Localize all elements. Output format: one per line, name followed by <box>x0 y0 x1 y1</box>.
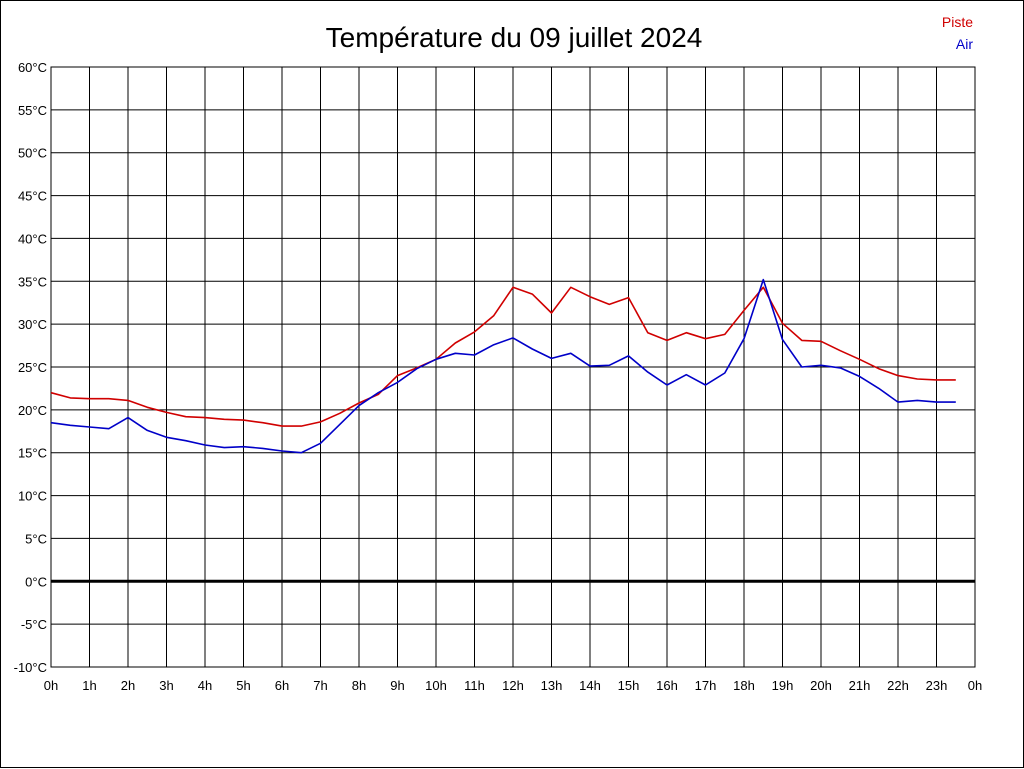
legend-entry-air: Air <box>956 36 973 52</box>
x-tick-label: 16h <box>656 678 678 693</box>
x-tick-label: 6h <box>275 678 289 693</box>
y-tick-label: 15°C <box>18 446 47 461</box>
y-tick-label: 35°C <box>18 274 47 289</box>
y-tick-label: 25°C <box>18 360 47 375</box>
x-tick-label: 0h <box>968 678 982 693</box>
x-tick-label: 13h <box>541 678 563 693</box>
y-tick-label: -10°C <box>14 660 47 675</box>
y-tick-label: 5°C <box>25 531 47 546</box>
x-tick-label: 23h <box>926 678 948 693</box>
x-tick-label: 22h <box>887 678 909 693</box>
x-tick-label: 4h <box>198 678 212 693</box>
x-tick-label: 14h <box>579 678 601 693</box>
series-line-air <box>50 278 956 454</box>
x-tick-label: 1h <box>82 678 96 693</box>
x-tick-label: 12h <box>502 678 524 693</box>
y-tick-label: 50°C <box>18 146 47 161</box>
chart-legend: Piste Air <box>942 14 973 52</box>
x-tick-label: 2h <box>121 678 135 693</box>
x-tick-label: 7h <box>313 678 327 693</box>
x-tick-label: 21h <box>849 678 871 693</box>
y-tick-label: 0°C <box>25 574 47 589</box>
x-tick-label: 18h <box>733 678 755 693</box>
y-tick-label: -5°C <box>21 617 47 632</box>
x-tick-label: 9h <box>390 678 404 693</box>
y-axis-ticks: 60°C 55°C 50°C 45°C 40°C 35°C 30°C 25°C 20°C 15°C… <box>14 60 47 675</box>
x-tick-label: 20h <box>810 678 832 693</box>
x-tick-label: 15h <box>618 678 640 693</box>
y-tick-label: 20°C <box>18 403 47 418</box>
x-tick-label: 5h <box>236 678 250 693</box>
series-line-piste <box>50 286 956 427</box>
x-axis-ticks: 0h 1h 2h 3h 4h 5h 6h 7h 8h 9h 10h 11h 12h 13h 14h 15h 16… <box>44 678 982 693</box>
x-tick-label: 10h <box>425 678 447 693</box>
x-tick-label: 17h <box>695 678 717 693</box>
x-tick-label: 8h <box>352 678 366 693</box>
y-tick-label: 40°C <box>18 231 47 246</box>
y-tick-label: 60°C <box>18 60 47 75</box>
x-tick-label: 0h <box>44 678 58 693</box>
x-tick-label: 19h <box>772 678 794 693</box>
chart-title: Température du 09 juillet 2024 <box>326 22 703 53</box>
y-tick-label: 55°C <box>18 103 47 118</box>
x-tick-label: 11h <box>464 678 485 693</box>
chart-series <box>50 278 956 454</box>
chart-grid <box>50 66 976 668</box>
y-tick-label: 45°C <box>18 189 47 204</box>
y-tick-label: 10°C <box>18 489 47 504</box>
x-tick-label: 3h <box>159 678 173 693</box>
y-tick-label: 30°C <box>18 317 47 332</box>
legend-entry-piste: Piste <box>942 14 973 30</box>
